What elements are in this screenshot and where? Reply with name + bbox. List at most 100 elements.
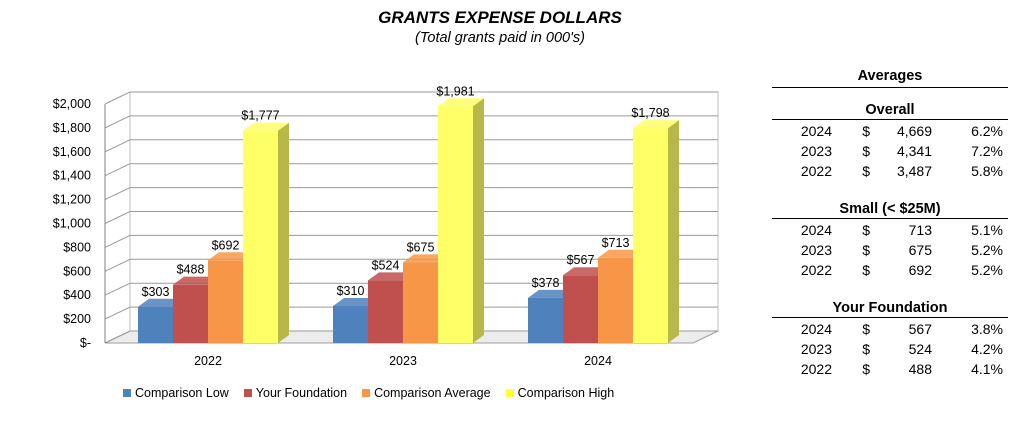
value-cell: 4,669 <box>896 123 932 139</box>
year-cell: 2023 <box>800 341 832 357</box>
legend-item-your-foundation: Your Foundation <box>243 386 347 400</box>
data-label: $567 <box>567 253 595 267</box>
x-tick-label: 2024 <box>584 354 612 368</box>
gridline <box>104 282 718 296</box>
table-row: 2024 $ 567 3.8% <box>772 319 1008 339</box>
gridline <box>104 139 718 153</box>
value-cell: 524 <box>908 341 932 357</box>
gridline <box>104 330 718 344</box>
percent-cell: 7.2% <box>971 143 1003 159</box>
bar-top <box>173 276 219 285</box>
bar-top <box>403 254 449 263</box>
year-cell: 2022 <box>800 262 832 278</box>
x-tick-label: 2022 <box>194 354 222 368</box>
data-label: $303 <box>142 285 170 299</box>
bar-top <box>633 120 679 129</box>
value-cell: 692 <box>908 262 932 278</box>
gridline <box>104 211 718 224</box>
averages-section-your-foundation: Your Foundation 2024 $ 567 3.8% 2023 $ 5… <box>772 300 1008 379</box>
dollar-cell: $ <box>862 361 870 377</box>
dollar-cell: $ <box>862 242 870 258</box>
y-tick-label: $1,400 <box>53 169 91 183</box>
table-row: 2023 $ 4,341 7.2% <box>772 141 1008 161</box>
bar-top <box>243 122 289 131</box>
y-tick-label: $800 <box>63 240 91 254</box>
dollar-cell: $ <box>862 123 870 139</box>
percent-cell: 3.8% <box>971 321 1003 337</box>
table-row: 2022 $ 692 5.2% <box>772 260 1008 280</box>
legend-item-comparison-high: Comparison High <box>505 386 615 400</box>
table-row: 2022 $ 488 4.1% <box>772 359 1008 379</box>
legend-item-comparison-average: Comparison Average <box>362 386 491 400</box>
bar-top <box>528 289 574 298</box>
gridline <box>104 115 718 129</box>
year-cell: 2024 <box>800 123 832 139</box>
bar <box>333 305 368 343</box>
data-label: $1,981 <box>436 84 474 98</box>
year-cell: 2024 <box>800 321 832 337</box>
bar <box>208 260 243 343</box>
year-cell: 2022 <box>800 361 832 377</box>
y-tick-label: $200 <box>63 312 91 326</box>
gridline <box>104 258 718 272</box>
legend-item-comparison-low: Comparison Low <box>123 386 229 400</box>
percent-cell: 6.2% <box>971 123 1003 139</box>
year-cell: 2024 <box>800 222 832 238</box>
dollar-cell: $ <box>862 222 870 238</box>
legend-swatch <box>243 389 252 397</box>
percent-cell: 4.1% <box>971 361 1003 377</box>
bar-top <box>138 298 184 307</box>
value-cell: 713 <box>908 222 932 238</box>
value-cell: 4,341 <box>896 143 932 159</box>
table-row: 2023 $ 675 5.2% <box>772 240 1008 260</box>
bar <box>633 128 668 343</box>
y-tick-label: $400 <box>63 288 91 302</box>
data-label: $1,777 <box>241 109 279 123</box>
percent-cell: 5.2% <box>971 242 1003 258</box>
y-tick-label: $2,000 <box>53 97 91 111</box>
bar-top <box>333 297 379 306</box>
bar <box>438 106 473 343</box>
percent-cell: 4.2% <box>971 341 1003 357</box>
dollar-cell: $ <box>862 321 870 337</box>
x-tick-label: 2023 <box>389 354 417 368</box>
value-cell: 675 <box>908 242 932 258</box>
section-title: Small (< $25M) <box>772 201 1008 219</box>
value-cell: 3,487 <box>896 163 932 179</box>
bar-top <box>208 252 254 261</box>
bar <box>138 306 173 343</box>
dollar-cell: $ <box>862 163 870 179</box>
percent-cell: 5.1% <box>971 222 1003 238</box>
gridline <box>104 163 718 177</box>
bar <box>368 280 403 343</box>
year-cell: 2022 <box>800 163 832 179</box>
legend-label: Comparison High <box>517 386 615 400</box>
data-label: $675 <box>407 240 435 254</box>
legend-swatch <box>505 389 514 397</box>
bar-top <box>368 272 414 281</box>
legend-label: Comparison Low <box>135 386 229 400</box>
gridline <box>104 306 718 320</box>
data-label: $488 <box>177 263 205 277</box>
averages-section-small: Small (< $25M) 2024 $ 713 5.1% 2023 $ 67… <box>772 201 1008 280</box>
data-label: $1,798 <box>631 106 669 120</box>
gridline <box>104 91 718 105</box>
legend-swatch <box>123 389 131 397</box>
dollar-cell: $ <box>862 341 870 357</box>
y-tick-label: $1,600 <box>53 145 91 159</box>
chart-legend: Comparison Low Your Foundation Compariso… <box>123 386 629 400</box>
table-row: 2024 $ 4,669 6.2% <box>772 121 1008 141</box>
bar <box>173 284 208 343</box>
percent-cell: 5.2% <box>971 262 1003 278</box>
legend-label: Comparison Average <box>374 386 491 400</box>
bar <box>403 262 438 343</box>
bar <box>243 130 278 343</box>
year-cell: 2023 <box>800 242 832 258</box>
data-label: $378 <box>532 276 560 290</box>
table-row: 2022 $ 3,487 5.8% <box>772 161 1008 181</box>
y-tick-label: $1,000 <box>53 217 91 231</box>
value-cell: 488 <box>908 361 932 377</box>
bar-side <box>278 122 289 343</box>
data-label: $713 <box>602 236 630 250</box>
data-label: $310 <box>337 284 365 298</box>
